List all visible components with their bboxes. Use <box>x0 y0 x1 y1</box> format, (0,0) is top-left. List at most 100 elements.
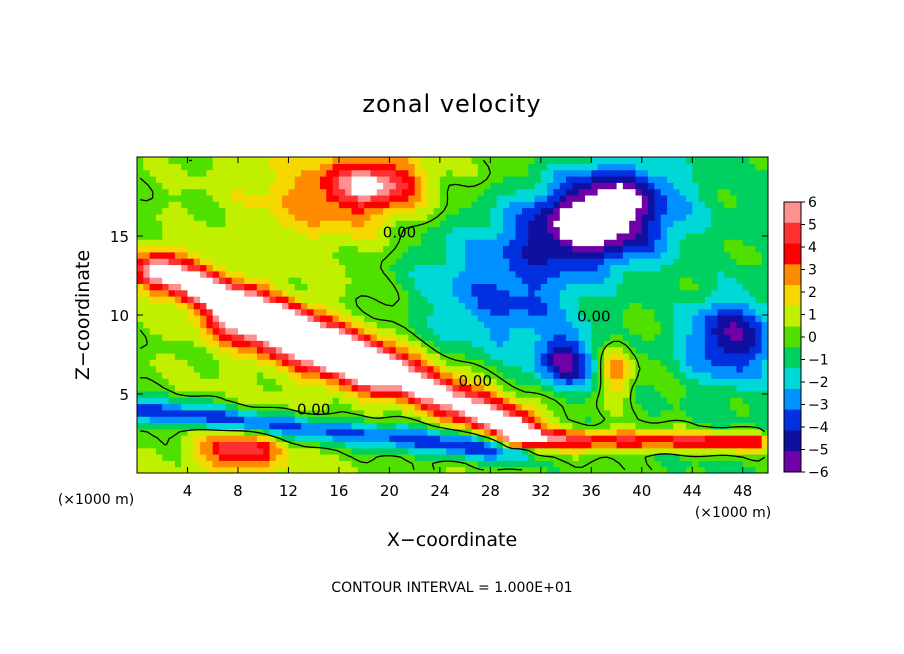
heatmap-cell <box>528 397 536 405</box>
heatmap-cell <box>225 220 233 228</box>
heatmap-cell <box>566 403 573 411</box>
heatmap-cell <box>742 454 750 461</box>
heatmap-cell <box>231 397 239 405</box>
heatmap-cell <box>471 157 479 164</box>
heatmap-cell <box>654 213 662 221</box>
heatmap-cell <box>458 315 466 322</box>
heatmap-cell <box>509 333 517 341</box>
heatmap-cell <box>717 315 725 322</box>
heatmap-cell <box>174 384 182 392</box>
heatmap-cell <box>439 352 447 360</box>
heatmap-cell <box>395 416 403 424</box>
heatmap-cell <box>149 169 157 177</box>
heatmap-cell <box>610 384 618 392</box>
heatmap-cell <box>319 365 327 373</box>
heatmap-cell <box>559 213 567 221</box>
heatmap-cell <box>667 365 674 373</box>
heatmap-cell <box>408 175 416 183</box>
heatmap-cell <box>528 264 536 272</box>
heatmap-cell <box>547 277 555 284</box>
heatmap-cell <box>502 201 510 209</box>
heatmap-cell <box>288 213 296 221</box>
heatmap-cell <box>641 163 649 171</box>
heatmap-cell <box>439 258 447 266</box>
heatmap-cell <box>540 277 548 284</box>
heatmap-cell <box>755 365 763 373</box>
heatmap-cell <box>187 232 195 240</box>
heatmap-cell <box>742 251 750 259</box>
heatmap-cell <box>742 207 750 215</box>
heatmap-cell <box>477 428 485 436</box>
heatmap-cell <box>610 201 618 209</box>
heatmap-cell <box>692 232 700 240</box>
heatmap-cell <box>414 283 422 291</box>
heatmap-cell <box>616 220 624 228</box>
heatmap-cell <box>149 454 157 461</box>
heatmap-cell <box>269 213 277 221</box>
heatmap-cell <box>502 169 510 177</box>
heatmap-cell <box>629 390 637 398</box>
heatmap-cell <box>288 302 296 310</box>
heatmap-cell <box>641 315 649 322</box>
heatmap-cell <box>420 435 428 442</box>
heatmap-cell <box>174 397 182 405</box>
heatmap-cell <box>219 428 226 436</box>
heatmap-cell <box>250 333 258 341</box>
heatmap-cell <box>521 460 529 468</box>
heatmap-cell <box>168 435 176 442</box>
heatmap-cell <box>509 352 517 360</box>
heatmap-cell <box>338 270 346 278</box>
heatmap-cell <box>319 447 327 455</box>
heatmap-cell <box>256 315 264 322</box>
heatmap-cell <box>698 346 706 354</box>
heatmap-cell <box>181 315 189 322</box>
heatmap-cell <box>364 220 372 228</box>
heatmap-cell <box>717 352 725 360</box>
heatmap-cell <box>585 270 592 278</box>
heatmap-cell <box>389 163 397 171</box>
heatmap-cell <box>458 245 466 253</box>
heatmap-cell <box>641 226 649 234</box>
heatmap-cell <box>660 327 668 335</box>
heatmap-cell <box>477 454 485 461</box>
heatmap-cell <box>256 270 264 278</box>
heatmap-cell <box>389 390 397 398</box>
heatmap-cell <box>174 213 182 221</box>
heatmap-cell <box>673 239 681 247</box>
heatmap-cell <box>338 365 346 373</box>
chart-title: zonal velocity <box>362 90 541 118</box>
heatmap-cell <box>200 327 208 335</box>
heatmap-cell <box>616 201 624 209</box>
heatmap-cell <box>244 340 252 348</box>
heatmap-cell <box>484 289 491 297</box>
heatmap-cell <box>616 302 624 310</box>
heatmap-cell <box>660 346 668 354</box>
heatmap-cell <box>635 397 643 405</box>
heatmap-cell <box>603 188 611 196</box>
heatmap-cell <box>231 157 239 164</box>
heatmap-cell <box>149 277 157 284</box>
heatmap-cell <box>471 378 479 386</box>
heatmap-cell <box>256 327 264 335</box>
heatmap-cell <box>332 296 340 303</box>
heatmap-cell <box>408 157 416 164</box>
heatmap-cell <box>256 251 264 259</box>
heatmap-cell <box>635 226 643 234</box>
heatmap-cell <box>225 422 233 430</box>
heatmap-cell <box>351 447 359 455</box>
heatmap-cell <box>635 296 643 303</box>
heatmap-cell <box>711 397 719 405</box>
heatmap-cell <box>616 447 624 455</box>
heatmap-cell <box>143 346 151 354</box>
heatmap-cell <box>685 352 693 360</box>
heatmap-cell <box>616 277 624 284</box>
heatmap-cell <box>408 226 416 234</box>
heatmap-cell <box>250 163 258 171</box>
heatmap-cell <box>364 302 372 310</box>
heatmap-cell <box>578 384 586 392</box>
heatmap-cell <box>490 226 498 234</box>
heatmap-cell <box>294 302 302 310</box>
heatmap-cell <box>509 220 517 228</box>
heatmap-cell <box>345 315 353 322</box>
heatmap-cell <box>370 207 378 215</box>
